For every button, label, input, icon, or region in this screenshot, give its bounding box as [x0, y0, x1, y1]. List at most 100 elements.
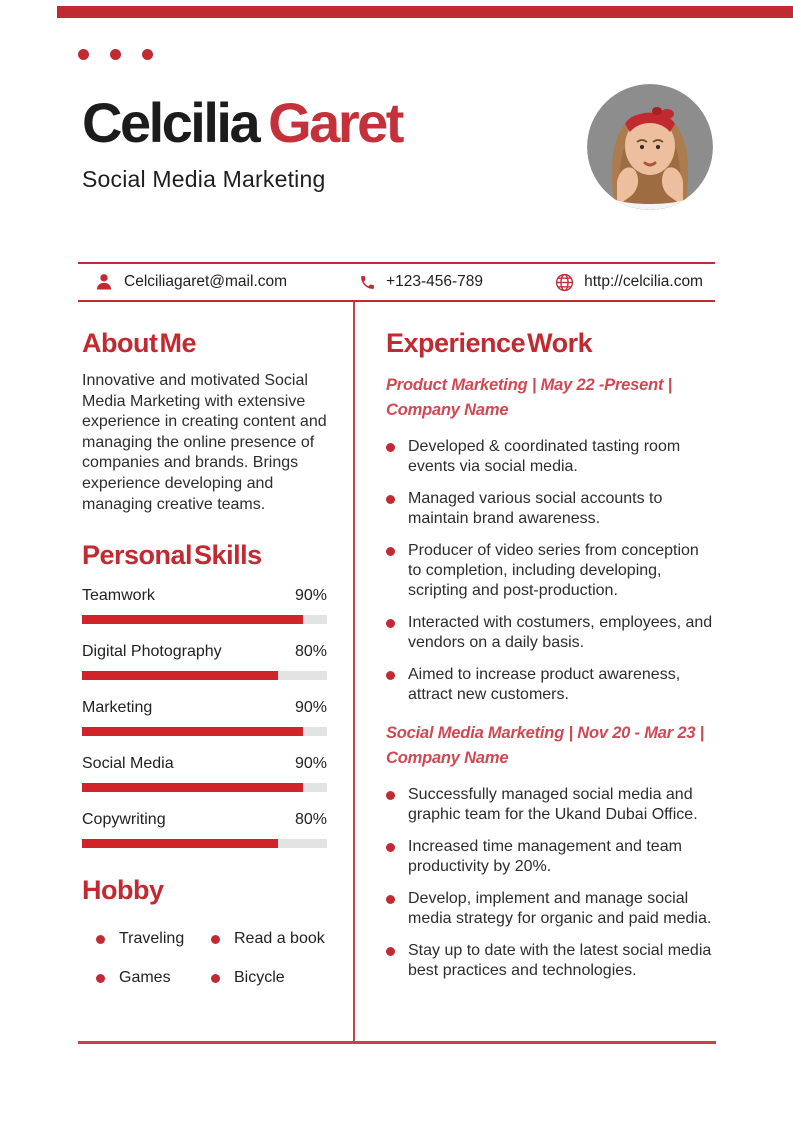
hobby-label: Read a book [234, 930, 325, 948]
bullet-dot-icon [386, 791, 395, 800]
job-bullet-text: Successfully managed social media and gr… [408, 786, 698, 823]
page-title: Celcilia Garet [82, 91, 404, 154]
skill-label: Digital Photography [82, 643, 222, 661]
person-icon [96, 274, 112, 290]
decor-dots [78, 49, 153, 60]
section-title-skills: Personal Skills [82, 540, 262, 571]
top-accent-bar [57, 6, 793, 18]
job-bullet: Producer of video series from conception… [386, 541, 716, 601]
contact-email: Celciliagaret@mail.com [94, 272, 287, 292]
job-bullet-text: Producer of video series from conception… [408, 542, 699, 599]
bullet-dot-icon [386, 947, 395, 956]
skill-row: Copywriting 80% [82, 811, 327, 849]
globe-icon [556, 273, 574, 291]
skill-bar-fill [82, 615, 303, 625]
main-content: About Me Innovative and motivated Social… [78, 302, 716, 1044]
profile-photo [587, 84, 713, 210]
skill-bar-track [82, 783, 327, 793]
skill-header: Teamwork 90% [82, 587, 327, 605]
job-bullet-text: Increased time management and team produ… [408, 838, 682, 875]
skill-bar-fill [82, 783, 303, 793]
avatar [587, 84, 713, 210]
job-bullet: Successfully managed social media and gr… [386, 785, 716, 825]
skill-label: Social Media [82, 755, 174, 773]
hobby-item: Traveling [96, 930, 211, 948]
job-bullet: Managed various social accounts to maint… [386, 489, 716, 529]
job-bullet: Interacted with costumers, employees, an… [386, 613, 716, 653]
hobby-item: Read a book [211, 930, 339, 948]
job-bullet: Stay up to date with the latest social m… [386, 941, 716, 981]
skill-percent: 90% [294, 755, 327, 773]
skill-bar-track [82, 839, 327, 849]
skill-bar-fill [82, 671, 278, 681]
first-name: Celcilia [82, 91, 261, 154]
job-bullet-text: Interacted with costumers, employees, an… [408, 614, 713, 651]
bullet-dot-icon [386, 895, 395, 904]
job-bullet-text: Develop, implement and manage social med… [408, 890, 712, 927]
left-column: About Me Innovative and motivated Social… [78, 302, 355, 1041]
job-bullet: Aimed to increase product awareness, att… [386, 665, 716, 705]
section-title-hobby: Hobby [82, 875, 164, 906]
last-name: Garet [268, 91, 404, 154]
skills-list: Teamwork 90% Digital Photography 80% Marketi… [82, 587, 327, 849]
skill-bar-track [82, 727, 327, 737]
bullet-dot-icon [386, 843, 395, 852]
bullet-dot-icon [386, 495, 395, 504]
skill-bar-fill [82, 727, 303, 737]
bullet-dot-icon [386, 443, 395, 452]
decor-dot [142, 49, 153, 60]
job-bullet-list: Developed & coordinated tasting room eve… [386, 437, 716, 705]
skill-header: Social Media 90% [82, 755, 327, 773]
email-text: Celciliagaret@mail.com [124, 273, 288, 290]
job-bullet-text: Developed & coordinated tasting room eve… [408, 438, 681, 475]
hobby-label: Games [119, 969, 171, 987]
section-title-experience: Experience Work [386, 328, 593, 358]
skill-header: Digital Photography 80% [82, 643, 327, 661]
skill-label: Teamwork [82, 587, 155, 605]
skill-bar-track [82, 615, 327, 625]
bullet-dot-icon [386, 671, 395, 680]
job-title-subtitle: Social Media Marketing [82, 166, 326, 192]
about-text: Innovative and motivated Social Media Ma… [82, 372, 327, 513]
job-bullet: Developed & coordinated tasting room eve… [386, 437, 716, 477]
hobby-list: Traveling Read a book Games Bicycle [82, 930, 339, 987]
job-bullet-list: Successfully managed social media and gr… [386, 785, 716, 981]
header: Celcilia Garet Social Media Marketing [82, 91, 404, 193]
job-bullet: Develop, implement and manage social med… [386, 889, 716, 929]
right-column: Experience Work Product Marketing | May … [355, 302, 716, 1041]
job-heading: Product Marketing | May 22 -Present | Co… [386, 376, 673, 419]
job-bullet-text: Aimed to increase product awareness, att… [408, 666, 681, 703]
hobby-label: Bicycle [234, 969, 285, 987]
skill-percent: 90% [294, 587, 327, 605]
skill-percent: 90% [294, 699, 327, 717]
skill-bar-track [82, 671, 327, 681]
decor-dot [110, 49, 121, 60]
bullet-dot-icon [96, 934, 105, 944]
skill-label: Marketing [82, 699, 153, 717]
skill-percent: 80% [294, 643, 327, 661]
contact-phone: +123-456-789 [359, 273, 483, 291]
skill-percent: 80% [294, 811, 327, 829]
job-bullet-text: Stay up to date with the latest social m… [408, 942, 712, 979]
bullet-dot-icon [211, 973, 220, 983]
hobby-item: Games [96, 969, 211, 987]
skill-header: Marketing 90% [82, 699, 327, 717]
phone-text: +123-456-789 [386, 273, 484, 290]
hobby-label: Traveling [119, 930, 185, 948]
job-bullet: Increased time management and team produ… [386, 837, 716, 877]
skill-row: Digital Photography 80% [82, 643, 327, 681]
skill-header: Copywriting 80% [82, 811, 327, 829]
bullet-dot-icon [386, 547, 395, 556]
job-bullet-text: Managed various social accounts to maint… [408, 490, 663, 527]
skill-row: Teamwork 90% [82, 587, 327, 625]
skill-row: Social Media 90% [82, 755, 327, 793]
skill-row: Marketing 90% [82, 699, 327, 737]
contact-bar: Celciliagaret@mail.com +123-456-789 http… [78, 262, 715, 302]
section-title-about: About Me [82, 328, 196, 358]
bullet-dot-icon [386, 619, 395, 628]
phone-icon [361, 275, 374, 289]
skill-bar-fill [82, 839, 278, 849]
job-heading: Social Media Marketing | Nov 20 - Mar 23… [386, 724, 705, 767]
website-text: http://celcilia.com [584, 273, 703, 290]
